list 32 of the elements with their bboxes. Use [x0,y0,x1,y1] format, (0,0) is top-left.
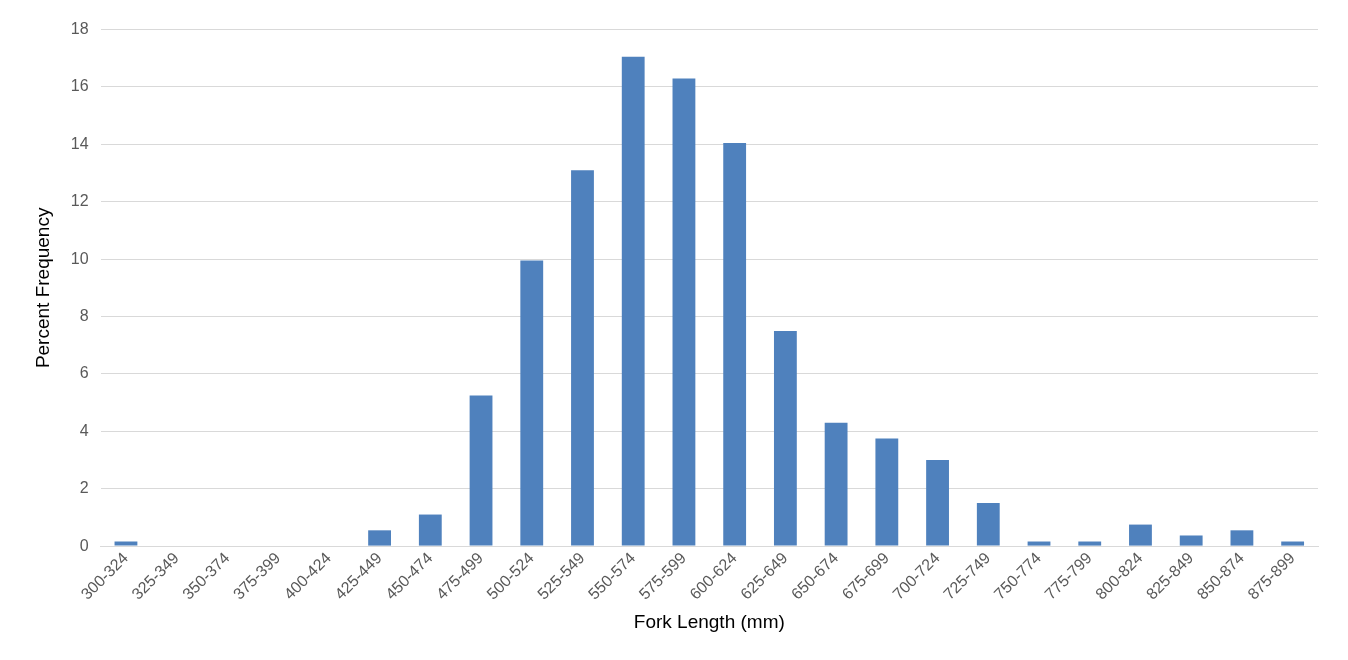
bar [672,78,696,546]
bar [1281,541,1305,546]
y-tick-label: 4 [79,421,89,439]
bar [621,56,645,546]
bar [469,395,493,546]
bar [1230,530,1254,546]
bar [571,170,594,546]
bar [418,514,442,546]
bar [976,503,1000,546]
y-axis-title: Percent Frequency [31,207,53,369]
bar [368,530,391,546]
y-tick-label: 16 [70,77,89,95]
bar [1179,535,1203,546]
y-tick-label: 6 [79,364,89,382]
y-tick-label: 0 [79,536,89,554]
bar [723,142,747,546]
y-tick-label: 10 [70,249,89,267]
y-tick-label: 2 [79,479,89,497]
bar [114,541,138,546]
bar [1129,524,1152,546]
x-axis-title: Fork Length (mm) [633,610,785,632]
bar [520,260,544,546]
y-tick-label: 8 [79,306,89,324]
bar [773,330,797,546]
y-tick-label: 14 [70,134,89,152]
bar [875,438,899,546]
bar [926,460,949,546]
y-tick-label: 12 [70,192,89,210]
bar [1027,541,1051,546]
bar [824,422,848,546]
bar [1078,541,1102,546]
y-tick-label: 18 [70,20,89,38]
